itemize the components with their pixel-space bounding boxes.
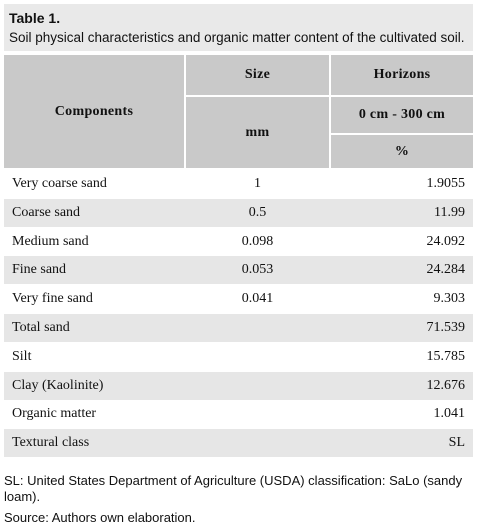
row-background [4,371,473,400]
header-text: mm [245,124,270,140]
cell: 71.539 [426,320,466,335]
row-background [4,256,473,285]
header-text: % [394,143,410,159]
cell: 1.9055 [426,176,466,191]
caption-box: Table 1. Soil physical characteristics a… [4,4,473,51]
row-background [4,227,473,256]
cell: Silt [12,348,32,364]
header-cell: mm [186,97,329,168]
row-background [4,400,473,429]
header-cell: Size [186,55,329,95]
header-text: 0 cm - 300 cm [358,107,446,122]
cell: 9.303 [433,291,466,307]
cell: Very fine sand [12,291,93,307]
header-cell: 0 cm - 300 cm [331,97,473,133]
header-cell: % [331,135,473,168]
row-background [4,314,473,342]
cell: Fine sand [12,262,67,278]
cell: 0.098 [241,233,274,249]
row-background [4,170,473,198]
cell: 24.092 [426,233,466,249]
cell: 1 [254,176,261,191]
header-text: Size [244,67,271,82]
footnote: Source: Authors own elaboration. [4,510,196,525]
cell: 11.99 [434,204,465,220]
cell: Organic matter [12,406,97,422]
cell: 1.041 [433,406,466,422]
cell: 24.284 [426,262,466,278]
table-title: Table 1. [9,10,61,26]
header-cell: Components [4,55,184,168]
cell: Very coarse sand [12,176,107,191]
cell: Textural class [12,435,90,451]
row-background [4,198,473,227]
row-background [4,285,473,314]
cell: 12.676 [426,377,466,393]
footnote: SL: United States Department of Agricult… [4,473,463,504]
row-background [4,429,473,458]
cell: 0.053 [241,262,274,278]
row-background [4,342,473,371]
cell: Clay (Kaolinite) [12,377,104,393]
cell: SL [448,435,465,451]
cell: 15.785 [426,348,466,364]
cell: 0.041 [241,291,274,307]
cell: Total sand [12,320,70,335]
table-caption: Soil physical characteristics and organi… [9,30,465,45]
cell: Coarse sand [12,204,81,220]
header-text: Components [54,103,134,119]
header-cell: Horizons [331,55,473,95]
cell: 0.5 [248,204,267,220]
header-text: Horizons [373,67,431,82]
cell: Medium sand [12,233,89,249]
